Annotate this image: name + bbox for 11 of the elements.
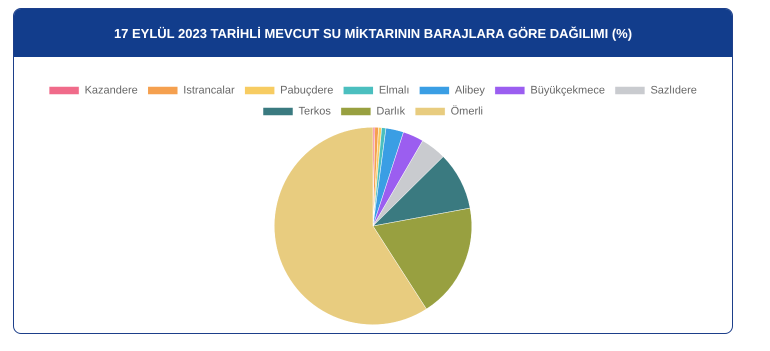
legend-label: Darlık — [376, 106, 406, 118]
legend-label: Alibey — [454, 84, 486, 97]
legend-label: Istrancalar — [183, 84, 235, 97]
legend-label: Ömerli — [450, 104, 484, 118]
legend-label: Terkos — [298, 106, 332, 118]
legend-label: Elmalı — [378, 84, 410, 97]
legend-label: Büyükçekmece — [530, 84, 605, 97]
legend-label: Sazlıdere — [650, 84, 697, 97]
legend-label: Kazandere — [84, 84, 138, 97]
legend-label: Pabuçdere — [280, 84, 334, 97]
chart-title: 17 EYLÜL 2023 TARİHLİ MEVCUT SU MİKTARININ BARAJLARA GÖRE DAĞILIMI (%) — [114, 26, 632, 40]
